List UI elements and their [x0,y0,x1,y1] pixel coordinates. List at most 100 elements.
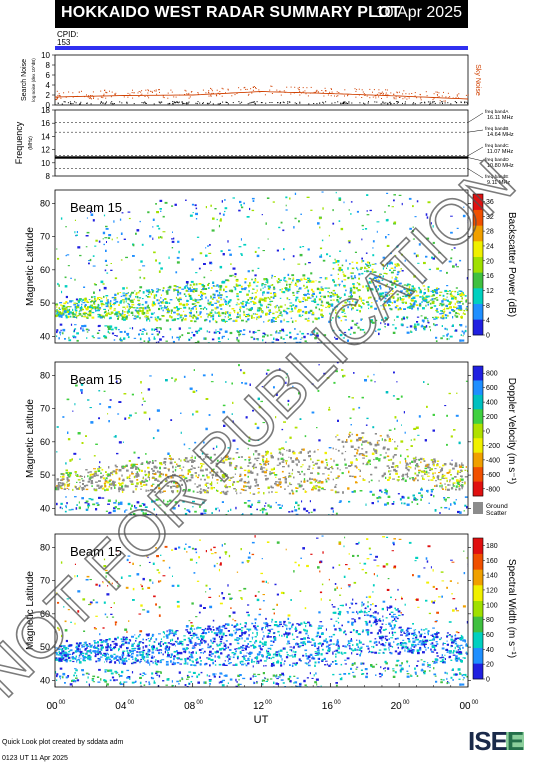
radar-cell [56,312,58,315]
radar-cell [151,328,154,331]
radar-cell [313,298,315,301]
radar-cell [67,475,70,478]
noise-point [347,95,348,97]
radar-cell [130,293,132,296]
radar-cell [299,301,302,303]
radar-cell [353,475,357,479]
radar-cell [351,307,354,310]
radar-cell [105,510,108,512]
radar-cell [103,214,106,217]
radar-cell [253,453,255,456]
noise-point [375,97,377,99]
radar-cell [267,320,270,322]
radar-cell [389,261,392,264]
radar-cell [235,319,238,322]
radar-cell [192,506,194,508]
radar-cell [174,501,178,504]
radar-cell [109,307,112,310]
noise-point [238,87,240,89]
radar-cell [283,258,285,261]
radar-cell [111,474,114,476]
radar-cell [156,225,159,227]
noise-point [310,86,312,88]
radar-cell [103,482,106,484]
noise-point [88,95,90,97]
radar-cell [228,319,231,321]
radar-cell [449,480,451,483]
noise-point [438,96,440,98]
radar-cell [286,283,288,286]
radar-cell [213,453,216,456]
noise-point [378,96,380,98]
radar-cell [336,434,339,436]
radar-cell [463,333,465,335]
radar-cell [416,474,419,477]
radar-cell [381,263,384,267]
radar-cell [169,328,172,331]
radar-cell [150,484,153,487]
radar-cell [65,316,68,319]
radar-cell [450,474,452,476]
noise-point [69,101,71,103]
radar-cell [98,324,101,327]
radar-cell [332,267,335,270]
radar-cell [406,472,409,475]
radar-cell [113,299,117,301]
noise-point [456,94,458,96]
radar-cell [278,309,281,312]
radar-cell [395,277,398,278]
radar-cell [109,313,111,315]
radar-cell [246,293,249,296]
radar-cell [234,311,236,314]
radar-cell [397,445,399,447]
radar-cell [67,473,70,476]
radar-cell [240,488,243,491]
radar-cell [412,305,415,308]
radar-cell [207,302,210,305]
radar-cell [364,228,368,230]
radar-cell [85,312,88,315]
radar-cell [182,489,186,491]
noise-point [396,92,398,94]
radar-cell [86,300,88,303]
radar-cell [271,472,274,474]
radar-cell [108,309,109,312]
radar-cell [94,284,97,286]
radar-cell [104,317,105,319]
cpid-label: CPID: [57,30,78,39]
radar-cell [139,220,141,223]
noise-point [419,93,421,95]
radar-cell [231,308,235,310]
radar-cell [386,301,389,304]
radar-cell [164,201,168,204]
radar-cell [167,452,170,455]
radar-cell [211,373,213,376]
radar-cell [287,403,289,406]
radar-cell [119,483,122,486]
radar-cell [267,462,270,465]
radar-cell [324,287,328,289]
noise-point [171,91,173,93]
radar-cell [414,323,416,326]
noise-point [416,97,418,99]
radar-cell [390,308,393,311]
radar-cell [310,209,313,211]
radar-cell [251,269,254,272]
radar-cell [294,328,296,330]
radar-cell [207,245,210,247]
radar-cell [119,338,121,340]
radar-cell [382,267,384,270]
radar-cell [358,273,361,276]
radar-cell [297,504,300,507]
noise-point [211,90,213,92]
radar-cell [66,502,68,505]
noise-point [271,93,273,94]
radar-cell [425,295,429,298]
noise-point [115,92,117,94]
radar-cell [384,488,387,492]
radar-cell [245,301,248,304]
radar-cell [317,481,321,484]
radar-cell [74,308,77,310]
radar-cell [93,306,97,309]
radar-cell [389,269,391,271]
